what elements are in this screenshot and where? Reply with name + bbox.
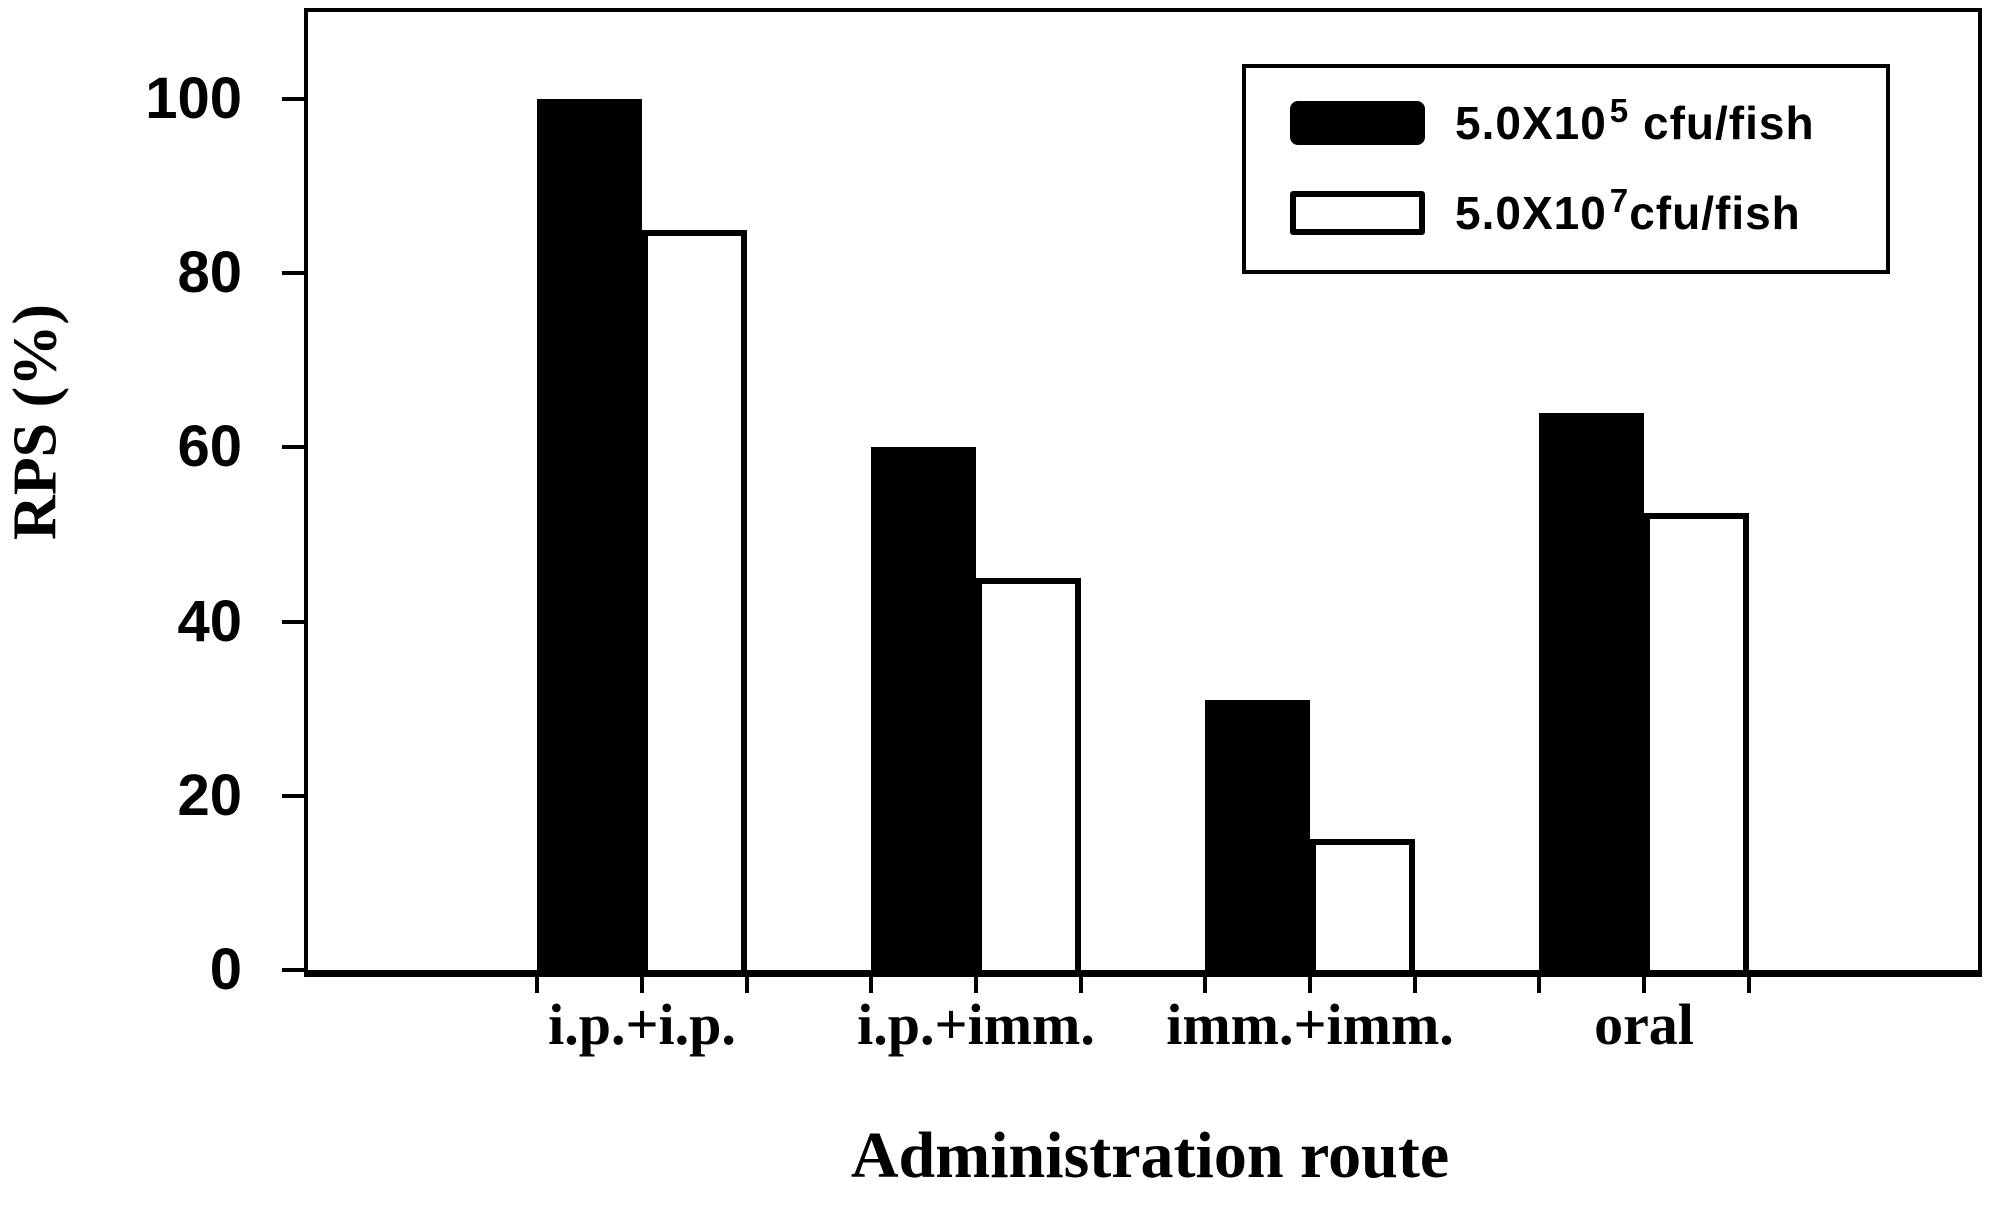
x-axis-tick [1308, 977, 1312, 993]
y-axis-tick-label-40: 40 [177, 588, 242, 654]
y-axis-tick-60 [282, 445, 304, 450]
legend-label-unit: cfu/fish [1629, 97, 1815, 149]
bar-series1-oral [1539, 413, 1644, 970]
bar-series2-i.p.+i.p. [642, 230, 747, 970]
y-axis-tick-80 [282, 271, 304, 276]
x-axis-tick [640, 977, 644, 993]
y-axis-tick-label-80: 80 [177, 240, 242, 306]
y-axis-tick-label-100: 100 [145, 66, 242, 132]
y-axis-tick-label-20: 20 [177, 762, 242, 828]
legend-label-exponent: 5 [1609, 93, 1630, 131]
bar-series2-i.p.+imm. [976, 578, 1081, 970]
x-axis-tick [1747, 977, 1751, 993]
legend-label-base: 5.0X10 [1455, 187, 1607, 239]
bar-series1-imm.+imm. [1205, 700, 1310, 970]
y-axis-tick-0 [282, 968, 304, 972]
legend: 5.0X105 cfu/fish 5.0X107cfu/fish [1242, 64, 1890, 274]
x-axis-tick [1203, 977, 1207, 993]
legend-label-unit: cfu/fish [1629, 187, 1801, 239]
y-axis-tick-label-60: 60 [177, 414, 242, 480]
bar-series2-oral [1644, 513, 1749, 970]
x-category-label-oral: oral [1594, 992, 1694, 1057]
x-axis-title: Administration route [850, 1119, 1450, 1192]
bar-series1-i.p.+i.p. [537, 99, 642, 970]
y-axis-tick-20 [282, 793, 304, 798]
x-axis-tick [974, 977, 978, 993]
x-axis-tick [745, 977, 749, 993]
x-axis-tick [869, 977, 873, 993]
x-axis-tick [1537, 977, 1541, 993]
y-axis-tick-40 [282, 619, 304, 624]
legend-label-base: 5.0X10 [1455, 97, 1607, 149]
x-axis-tick [1413, 977, 1417, 993]
y-axis-tick-label-0: 0 [209, 937, 242, 1002]
x-category-label-imm.+imm.: imm.+imm. [1166, 992, 1454, 1057]
y-axis-tick-100 [282, 97, 304, 102]
x-axis-tick [1642, 977, 1646, 993]
legend-item-1: 5.0X105 cfu/fish [1290, 93, 1876, 150]
legend-label-1: 5.0X105 cfu/fish [1455, 93, 1815, 150]
x-category-label-i.p.+i.p.: i.p.+i.p. [548, 992, 736, 1057]
legend-swatch-black-filled [1290, 101, 1425, 145]
legend-swatch-white-outlined [1290, 191, 1425, 235]
legend-label-exponent: 7 [1609, 183, 1630, 221]
plot-inner: 5.0X105 cfu/fish 5.0X107cfu/fish [308, 12, 1978, 970]
bar-series1-i.p.+imm. [871, 447, 976, 970]
x-axis-tick [535, 977, 539, 993]
x-axis-tick [1079, 977, 1083, 993]
bar-series2-imm.+imm. [1310, 839, 1415, 970]
x-category-label-i.p.+imm.: i.p.+imm. [857, 992, 1095, 1057]
legend-label-2: 5.0X107cfu/fish [1455, 183, 1801, 240]
legend-item-2: 5.0X107cfu/fish [1290, 183, 1876, 240]
plot-area: 5.0X105 cfu/fish 5.0X107cfu/fish [304, 8, 1982, 977]
